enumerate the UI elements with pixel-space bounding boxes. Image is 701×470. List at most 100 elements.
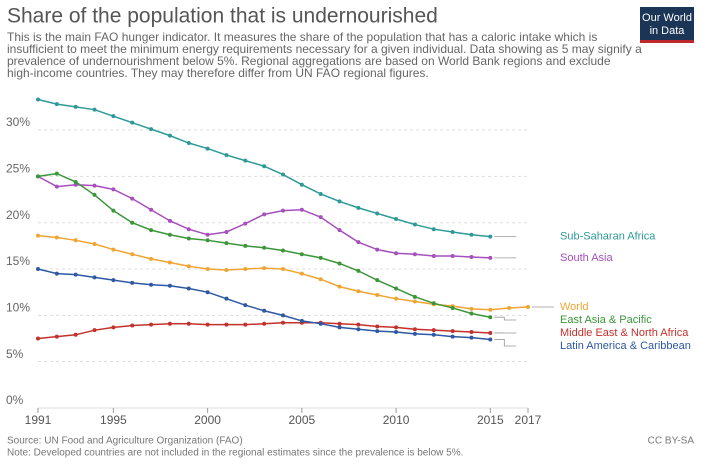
series-line <box>37 175 491 259</box>
point <box>92 192 97 197</box>
point <box>205 290 210 295</box>
point <box>299 252 304 257</box>
point <box>262 212 267 217</box>
point <box>54 184 59 189</box>
logo-underline <box>640 40 694 43</box>
point <box>205 232 210 237</box>
point <box>54 171 59 176</box>
point <box>224 322 229 327</box>
point <box>73 179 78 184</box>
legend-label: World <box>560 301 589 313</box>
point <box>130 280 135 285</box>
point <box>450 229 455 234</box>
y-tick-label: 25% <box>6 162 30 176</box>
point <box>262 164 267 169</box>
point <box>281 267 285 272</box>
y-tick-label: 5% <box>6 347 24 361</box>
point <box>54 235 59 240</box>
point <box>337 199 342 204</box>
point <box>412 294 417 299</box>
point <box>167 283 172 288</box>
point <box>224 241 229 246</box>
point <box>36 174 40 179</box>
point <box>450 329 455 334</box>
point <box>318 255 323 260</box>
point <box>469 254 474 259</box>
point <box>186 321 191 326</box>
logo-text: in Data <box>650 25 686 37</box>
label-connector <box>494 316 517 321</box>
point <box>36 336 40 341</box>
series-line <box>37 172 491 318</box>
chart-title: Share of the population that is undernou… <box>7 5 438 28</box>
point <box>394 286 399 291</box>
point <box>167 218 172 223</box>
point <box>488 330 493 335</box>
legend-label: Middle East & North Africa <box>560 327 689 339</box>
point <box>243 322 248 327</box>
point <box>356 205 361 210</box>
point <box>130 323 135 328</box>
point <box>337 284 342 289</box>
point <box>488 315 493 320</box>
logo-text: Our World <box>642 12 692 24</box>
point <box>149 322 154 327</box>
y-tick-label: 20% <box>6 208 30 222</box>
series-line <box>37 234 529 311</box>
point <box>488 234 493 239</box>
point <box>224 229 229 234</box>
point <box>36 233 40 238</box>
point <box>111 247 116 252</box>
point <box>375 324 380 329</box>
source: Source: UN Food and Agriculture Organiza… <box>7 436 243 447</box>
license: CC BY-SA <box>648 436 695 447</box>
point <box>318 277 323 282</box>
point <box>337 228 342 233</box>
point <box>130 196 135 201</box>
point <box>375 292 380 297</box>
point <box>73 238 78 243</box>
point <box>73 182 78 187</box>
point <box>73 332 78 337</box>
point <box>262 266 267 271</box>
point <box>262 321 267 326</box>
point <box>167 133 172 138</box>
x-tick-label: 1995 <box>100 413 127 427</box>
point <box>224 296 229 301</box>
point <box>450 305 455 310</box>
point <box>281 313 285 318</box>
legend-label: South Asia <box>560 252 613 264</box>
point <box>488 255 493 260</box>
point <box>469 306 474 311</box>
point <box>394 251 399 256</box>
point <box>130 220 135 225</box>
point <box>92 275 97 280</box>
point <box>92 242 97 247</box>
point <box>431 301 436 306</box>
point <box>167 260 172 265</box>
point <box>92 107 97 112</box>
point <box>299 318 304 323</box>
point <box>111 325 116 330</box>
point <box>243 221 248 226</box>
legend-label: Latin America & Caribbean <box>560 340 691 352</box>
x-tick-label: 1991 <box>25 413 52 427</box>
point <box>507 305 512 310</box>
point <box>431 328 436 333</box>
point <box>450 334 455 339</box>
point <box>205 238 210 243</box>
point <box>149 127 154 132</box>
point <box>243 303 248 308</box>
point <box>205 146 210 151</box>
point <box>167 321 172 326</box>
point <box>111 208 116 213</box>
point <box>356 289 361 294</box>
point <box>167 232 172 237</box>
point <box>130 120 135 125</box>
point <box>224 267 229 272</box>
x-tick-label: 2010 <box>383 413 410 427</box>
point <box>262 245 267 250</box>
point <box>281 248 285 253</box>
x-tick-label: 2017 <box>515 413 542 427</box>
